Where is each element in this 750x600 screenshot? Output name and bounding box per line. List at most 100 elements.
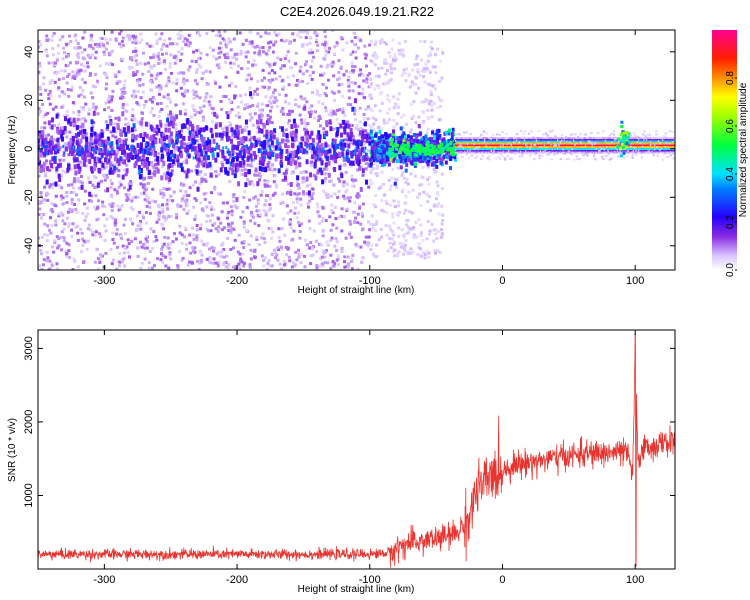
heat-cell xyxy=(247,242,251,246)
heat-cell xyxy=(192,156,195,160)
heat-cell xyxy=(103,108,107,112)
heat-cell xyxy=(258,46,262,50)
heat-cell xyxy=(303,103,307,107)
heat-cell xyxy=(229,205,233,209)
heat-cell xyxy=(47,97,51,101)
heat-cell xyxy=(204,141,207,145)
heat-cell xyxy=(123,108,127,112)
heat-cell xyxy=(312,229,316,233)
heat-cell xyxy=(404,208,408,212)
heat-cell xyxy=(154,32,158,36)
heat-cell xyxy=(257,148,261,154)
heat-cell xyxy=(46,233,50,237)
heat-cell xyxy=(374,56,378,60)
heat-cell xyxy=(200,253,204,257)
heat-cell xyxy=(309,172,313,178)
heat-cell xyxy=(297,255,301,259)
heat-cell xyxy=(205,219,209,223)
heat-cell xyxy=(371,226,375,230)
heat-cell xyxy=(56,143,60,149)
heat-cell xyxy=(146,147,150,153)
heat-cell xyxy=(192,92,196,96)
heat-cell xyxy=(420,175,424,179)
heat-cell xyxy=(395,145,399,150)
heat-cell xyxy=(187,209,191,213)
heat-cell xyxy=(274,40,278,44)
heat-cell xyxy=(259,112,263,116)
heat-cell xyxy=(271,91,275,95)
heat-cell xyxy=(350,257,354,261)
heat-cell xyxy=(169,53,173,57)
heat-cell xyxy=(262,144,266,150)
heat-cell xyxy=(369,163,373,168)
heat-cell xyxy=(261,158,265,164)
heat-cell xyxy=(370,81,374,85)
heat-cell xyxy=(305,69,309,73)
heat-cell xyxy=(151,164,155,168)
heat-cell xyxy=(277,142,280,146)
heat-cell xyxy=(253,112,257,116)
heat-cell xyxy=(384,42,388,46)
heat-cell xyxy=(163,142,166,146)
heat-cell xyxy=(267,32,271,36)
heat-cell xyxy=(301,72,305,76)
heat-cell xyxy=(414,83,418,87)
heat-cell xyxy=(79,105,83,109)
heat-cell xyxy=(268,184,272,188)
heat-cell xyxy=(53,61,57,65)
heat-cell xyxy=(152,230,156,234)
heat-cell xyxy=(345,41,349,45)
heat-cell xyxy=(65,81,69,85)
heat-cell xyxy=(273,71,277,75)
heat-cell xyxy=(131,145,134,149)
heat-cell xyxy=(89,45,93,49)
heat-cell xyxy=(63,222,67,226)
heat-cell xyxy=(163,235,167,239)
heat-cell xyxy=(164,123,168,127)
heat-cell xyxy=(259,193,263,197)
heat-cell xyxy=(382,149,386,154)
heat-cell xyxy=(181,102,185,106)
heat-cell xyxy=(160,222,164,226)
heat-cell xyxy=(134,59,138,63)
heat-cell xyxy=(240,168,244,172)
heat-cell xyxy=(38,207,42,211)
heat-cell xyxy=(168,42,172,46)
heat-cell xyxy=(173,153,177,159)
heat-cell xyxy=(113,122,117,126)
heat-cell xyxy=(287,159,291,165)
heat-cell xyxy=(403,154,407,159)
heat-cell xyxy=(102,166,106,170)
heat-cell xyxy=(433,251,437,255)
heat-cell xyxy=(271,230,275,234)
heat-cell xyxy=(144,187,148,191)
heat-cell xyxy=(337,189,341,193)
heat-cell xyxy=(242,246,246,250)
heat-cell xyxy=(129,183,133,187)
heat-cell xyxy=(134,41,138,45)
heat-cell xyxy=(69,167,73,171)
heat-cell xyxy=(421,146,425,150)
heat-cell xyxy=(232,227,236,231)
heat-cell xyxy=(80,249,84,253)
heat-cell xyxy=(415,235,419,239)
heat-cell xyxy=(380,170,384,174)
heat-cell xyxy=(402,176,406,180)
heat-cell xyxy=(405,177,409,181)
heat-cell xyxy=(43,151,47,157)
heat-cell xyxy=(397,204,401,208)
heat-cell xyxy=(241,155,245,161)
heat-cell xyxy=(214,81,218,85)
heat-cell xyxy=(296,220,300,224)
heat-cell xyxy=(88,199,92,203)
heat-cell xyxy=(411,157,415,162)
heat-cell xyxy=(64,171,68,175)
heat-cell xyxy=(426,141,430,145)
heat-cell xyxy=(379,142,383,147)
heat-cell xyxy=(77,147,80,151)
heat-cell xyxy=(144,121,148,127)
heat-cell xyxy=(296,33,300,37)
heat-cell xyxy=(219,41,223,45)
heat-cell xyxy=(386,111,390,115)
heat-cell xyxy=(52,182,56,186)
